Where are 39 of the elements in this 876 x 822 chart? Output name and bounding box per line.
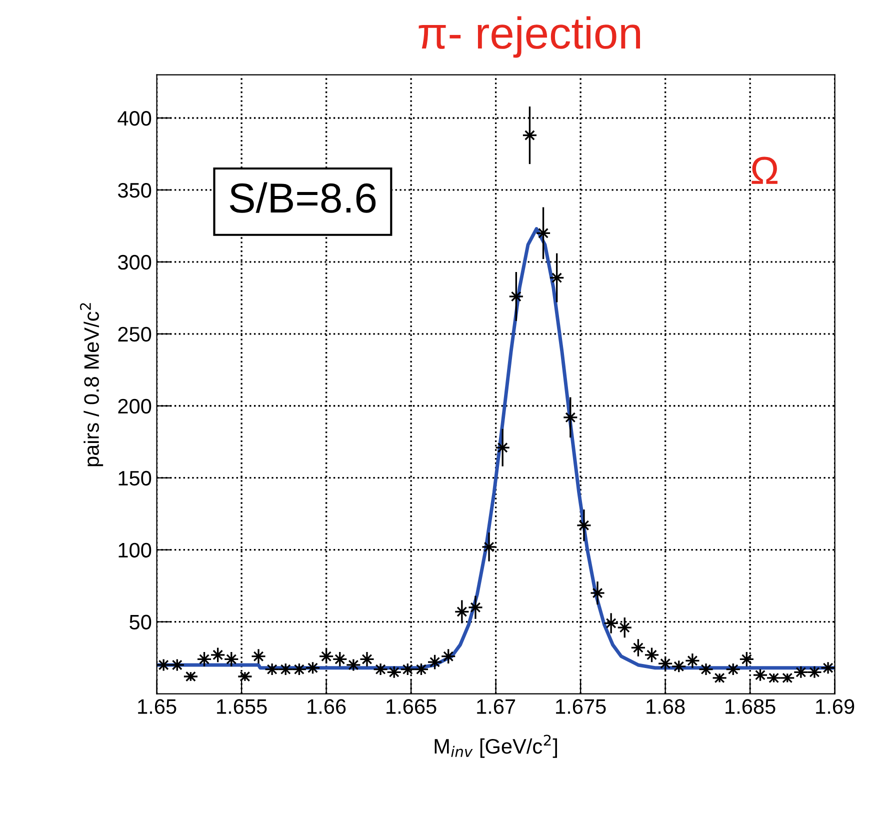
x-tick-label: 1.69 xyxy=(816,699,854,714)
point xyxy=(510,291,522,302)
point xyxy=(632,642,644,653)
point xyxy=(578,520,590,531)
point xyxy=(646,650,657,660)
annotation: Ω xyxy=(752,156,778,184)
point xyxy=(714,672,725,684)
point xyxy=(497,442,508,453)
point xyxy=(741,654,752,664)
x-tick-label: 1.68 xyxy=(646,699,685,714)
x-axis-title: M$_{inv}$ [GeV/c$^{2}$] xyxy=(434,734,557,758)
y-tick-label: 250 xyxy=(118,326,152,342)
y-tick-label: 300 xyxy=(118,254,152,270)
point xyxy=(538,228,549,238)
point xyxy=(565,412,576,423)
x-tick-label: 1.65 xyxy=(138,699,176,714)
x-tick-label: 1.655 xyxy=(217,699,267,714)
annotation: S/B=8.6 xyxy=(230,182,376,213)
point xyxy=(524,130,535,140)
y-tick-label: 150 xyxy=(118,470,152,486)
point xyxy=(728,664,738,675)
x-tick-label: 1.685 xyxy=(726,699,776,714)
y-tick-label: 100 xyxy=(118,542,152,558)
x-tick-label: 1.675 xyxy=(556,699,606,714)
point xyxy=(552,272,562,283)
point xyxy=(484,542,494,552)
x-tick-label: 1.67 xyxy=(477,699,516,714)
y-tick-label: 200 xyxy=(118,398,152,414)
y-tick-label: 350 xyxy=(118,182,152,198)
x-tick-label: 1.66 xyxy=(308,699,346,714)
point xyxy=(592,588,603,598)
point xyxy=(253,651,264,662)
point xyxy=(185,671,196,682)
chart-title: π- rejection xyxy=(418,16,640,58)
y-tick-label: 400 xyxy=(118,110,152,126)
point xyxy=(700,664,712,675)
x-tick-label: 1.665 xyxy=(386,699,436,714)
y-tick-label: 50 xyxy=(130,614,152,630)
y-axis-title: pairs / 0.8 MeV/c$^{2}$ xyxy=(80,303,104,466)
